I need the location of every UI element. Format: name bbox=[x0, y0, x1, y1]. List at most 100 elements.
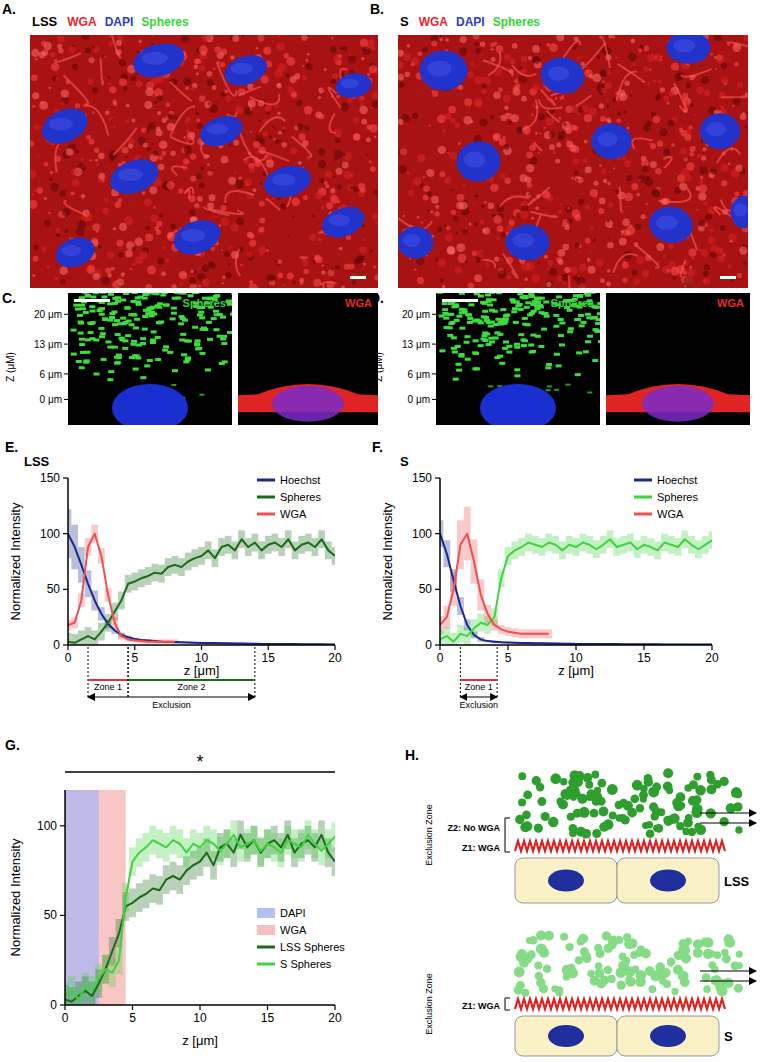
cell-border bbox=[674, 83, 687, 112]
sphere bbox=[442, 308, 448, 311]
texture bbox=[117, 279, 124, 286]
texture bbox=[72, 44, 75, 47]
texture bbox=[626, 126, 629, 129]
texture bbox=[211, 217, 213, 219]
texture bbox=[506, 113, 512, 119]
sphere bbox=[85, 294, 91, 297]
sphere bbox=[131, 314, 137, 317]
sphere bbox=[98, 327, 104, 330]
texture bbox=[473, 35, 479, 39]
sphere bbox=[108, 370, 114, 373]
texture bbox=[363, 262, 366, 265]
sphere bbox=[73, 304, 79, 307]
sphere bbox=[107, 378, 113, 381]
sphere bbox=[478, 344, 484, 347]
sphere bbox=[140, 376, 146, 379]
texture bbox=[185, 138, 190, 143]
texture bbox=[500, 258, 503, 261]
texture bbox=[463, 183, 466, 186]
texture bbox=[353, 187, 358, 192]
texture bbox=[40, 126, 43, 129]
texture bbox=[297, 123, 304, 130]
texture bbox=[362, 224, 365, 227]
texture bbox=[341, 161, 348, 168]
texture bbox=[220, 62, 225, 67]
texture bbox=[476, 259, 480, 263]
texture bbox=[688, 249, 696, 257]
texture bbox=[318, 148, 325, 155]
texture bbox=[221, 283, 223, 285]
texture bbox=[498, 87, 503, 92]
texture bbox=[431, 90, 433, 92]
cell-border bbox=[208, 209, 243, 214]
texture bbox=[331, 79, 336, 84]
texture bbox=[369, 124, 378, 133]
sphere bbox=[535, 301, 541, 304]
texture bbox=[679, 182, 687, 190]
texture bbox=[156, 221, 162, 227]
texture bbox=[157, 258, 164, 265]
texture bbox=[657, 141, 663, 147]
texture bbox=[399, 165, 407, 173]
cell-border bbox=[534, 143, 542, 151]
texture bbox=[282, 127, 286, 131]
texture bbox=[262, 131, 268, 137]
sphere bbox=[522, 317, 528, 320]
sphere bbox=[528, 344, 534, 347]
sphere bbox=[123, 293, 129, 295]
texture bbox=[479, 118, 487, 126]
nucleus-detail bbox=[272, 174, 296, 186]
sphere bbox=[172, 369, 178, 372]
texture bbox=[447, 246, 456, 255]
cell-border bbox=[512, 65, 536, 76]
texture bbox=[531, 217, 534, 220]
texture bbox=[464, 98, 472, 106]
texture bbox=[292, 281, 296, 285]
texture bbox=[159, 140, 168, 149]
texture bbox=[642, 165, 649, 172]
texture bbox=[220, 205, 226, 211]
texture bbox=[189, 278, 196, 285]
sphere bbox=[105, 340, 111, 343]
texture bbox=[359, 246, 366, 253]
texture bbox=[32, 92, 39, 99]
texture bbox=[166, 181, 174, 189]
texture bbox=[671, 62, 679, 70]
nucleus bbox=[646, 203, 696, 246]
sphere bbox=[193, 293, 199, 294]
texture bbox=[360, 39, 368, 47]
texture bbox=[699, 220, 706, 227]
sphere bbox=[586, 316, 592, 319]
texture bbox=[292, 215, 294, 217]
texture bbox=[358, 183, 365, 190]
nucleus bbox=[112, 384, 188, 425]
texture bbox=[504, 178, 511, 185]
texture bbox=[367, 39, 375, 47]
image-background bbox=[30, 35, 378, 288]
cell-border bbox=[170, 82, 192, 101]
sphere bbox=[107, 302, 113, 305]
texture bbox=[608, 238, 610, 240]
texture bbox=[521, 56, 527, 62]
texture bbox=[646, 176, 650, 180]
texture bbox=[240, 264, 242, 266]
texture bbox=[260, 183, 262, 185]
texture bbox=[228, 177, 236, 185]
texture bbox=[608, 202, 613, 207]
texture bbox=[504, 144, 510, 150]
cell-border bbox=[616, 72, 637, 101]
panel-label: D. bbox=[370, 290, 384, 306]
texture bbox=[743, 245, 745, 247]
texture bbox=[136, 81, 143, 88]
micrograph bbox=[30, 35, 378, 288]
texture bbox=[533, 56, 540, 63]
texture bbox=[182, 277, 186, 281]
texture bbox=[89, 139, 95, 145]
sphere bbox=[78, 332, 84, 335]
texture bbox=[304, 125, 309, 130]
texture bbox=[628, 53, 636, 61]
texture bbox=[426, 169, 434, 177]
texture bbox=[417, 216, 420, 219]
texture bbox=[32, 105, 35, 108]
sphere bbox=[78, 320, 84, 323]
